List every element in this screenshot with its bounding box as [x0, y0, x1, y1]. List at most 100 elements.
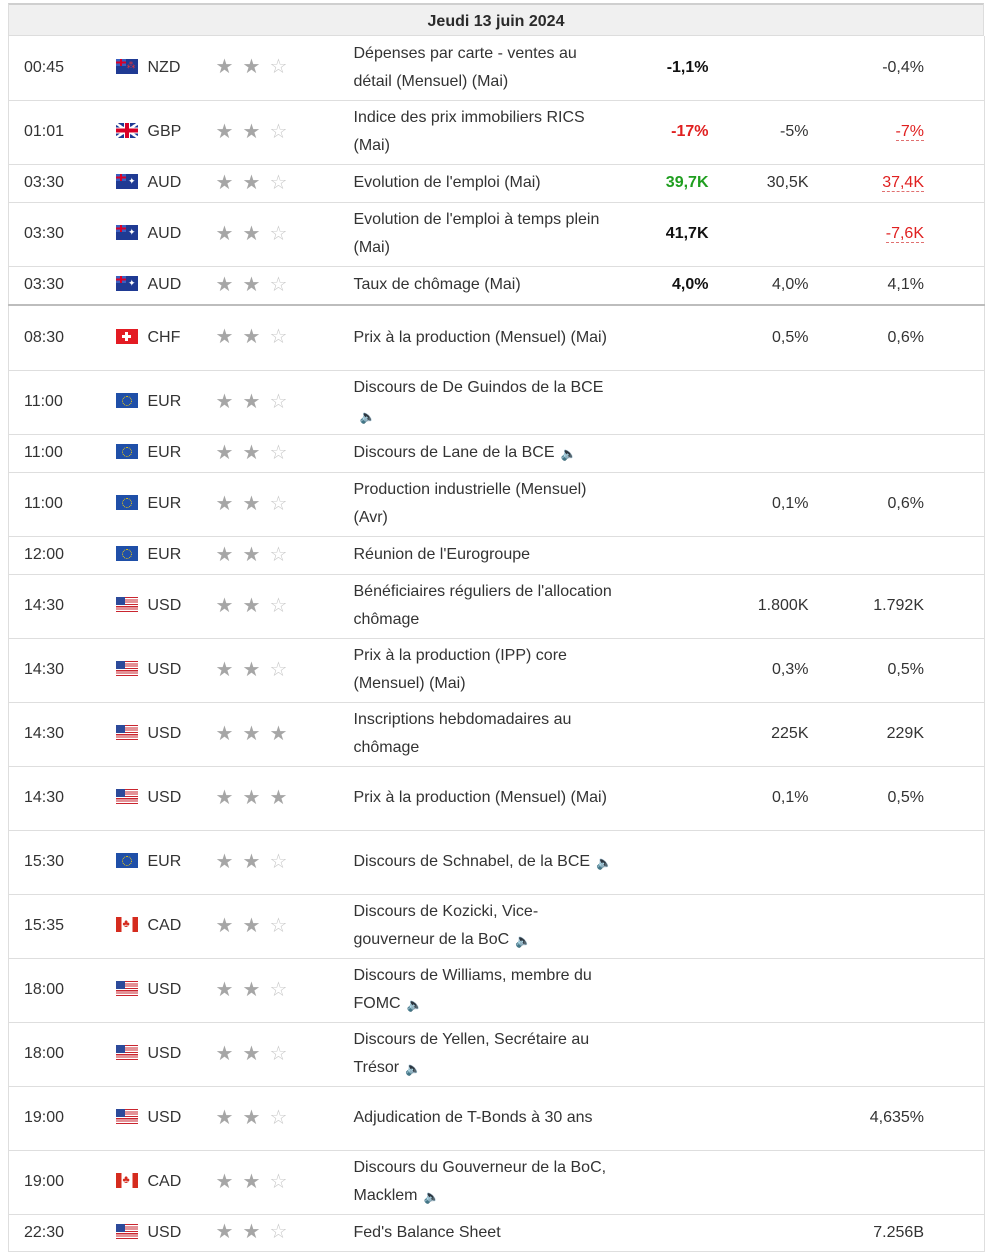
currency-code: GBP [147, 123, 182, 140]
event-row[interactable]: 18:00 USD ★ ★ ☆ Discours de Williams, membre … [8, 958, 985, 1023]
event-title[interactable]: Indice des prix immobiliers RICS (Mai) [353, 109, 585, 154]
event-row[interactable]: 11:00 EUR ★ ★ ☆ Discours de Lane de la BCE 🔈 [8, 434, 985, 473]
event-row[interactable]: 14:30 USD ★ ★ ★ Inscriptions hebdomadaires au… [8, 702, 985, 767]
speaker-icon[interactable]: 🔈 [560, 445, 577, 461]
event-time: 14:30 [8, 638, 116, 703]
star-filled-icon: ★ [242, 543, 261, 566]
star-filled-icon: ★ [242, 594, 261, 617]
actual-value [626, 434, 719, 473]
event-importance: ★ ★ ☆ [214, 1022, 354, 1087]
forecast-value [718, 958, 819, 1023]
speaker-icon[interactable]: 🔈 [359, 408, 376, 424]
event-title-cell[interactable]: Prix à la production (Mensuel) (Mai) [353, 766, 627, 831]
event-title[interactable]: Réunion de l'Eurogroupe [353, 546, 531, 563]
event-title[interactable]: Discours de Williams, membre du FOMC [353, 966, 592, 1012]
star-filled-icon: ★ [242, 914, 261, 937]
event-time: 11:00 [8, 472, 116, 537]
currency-code: USD [147, 661, 182, 678]
event-title-cell[interactable]: Fed's Balance Sheet [353, 1214, 627, 1252]
event-currency: AUD [115, 164, 215, 203]
event-row[interactable]: 19:00 CAD ★ ★ ☆ Discours du Gouverneur de la … [8, 1150, 985, 1215]
event-title[interactable]: Discours de Yellen, Secrétaire au Trésor [353, 1030, 590, 1076]
event-title[interactable]: Discours de Lane de la BCE [353, 443, 555, 461]
speaker-icon[interactable]: 🔈 [515, 932, 532, 948]
event-title-cell[interactable]: Dépenses par carte - ventes au détail (M… [353, 36, 627, 101]
previous-revised-value[interactable]: -7% [895, 123, 924, 141]
event-importance: ★ ★ ☆ [214, 536, 354, 575]
actual-value: -17% [626, 100, 719, 165]
event-title[interactable]: Prix à la production (Mensuel) (Mai) [353, 328, 607, 346]
event-title-cell[interactable]: Discours de Lane de la BCE 🔈 [353, 434, 627, 473]
event-title-cell[interactable]: Production industrielle (Mensuel) (Avr) [353, 472, 627, 537]
event-currency: EUR [115, 370, 215, 435]
previous-cell: 4,635% [818, 1086, 985, 1151]
event-title-cell[interactable]: Discours de Williams, membre du FOMC 🔈 [353, 958, 627, 1023]
event-title[interactable]: Evolution de l'emploi (Mai) [353, 174, 541, 191]
event-title[interactable]: Dépenses par carte - ventes au détail (M… [353, 44, 577, 90]
event-title-cell[interactable]: Bénéficiaires réguliers de l'allocation … [353, 574, 627, 639]
event-title[interactable]: Inscriptions hebdomadaires au chômage [353, 711, 572, 756]
event-row[interactable]: 14:30 USD ★ ★ ☆ Bénéficiaires réguliers de l'… [8, 574, 985, 639]
event-title-cell[interactable]: Discours de Kozicki, Vice-gouverneur de … [353, 894, 627, 959]
event-title[interactable]: Production industrielle (Mensuel) (Avr) [353, 481, 587, 526]
event-title[interactable]: Discours de De Guindos de la BCE [353, 378, 604, 396]
actual-value [626, 1150, 719, 1215]
event-row[interactable]: 11:00 EUR ★ ★ ☆ Discours de De Guindos de la … [8, 370, 985, 435]
event-row[interactable]: 14:30 USD ★ ★ ★ Prix à la production (Mensuel… [8, 766, 985, 831]
event-row[interactable]: 14:30 USD ★ ★ ☆ Prix à la production (IPP) co… [8, 638, 985, 703]
event-title-cell[interactable]: Discours de De Guindos de la BCE 🔈 [353, 370, 627, 435]
event-title[interactable]: Discours de Schnabel, de la BCE [353, 852, 591, 870]
event-title[interactable]: Prix à la production (IPP) core (Mensuel… [353, 647, 567, 692]
event-title-cell[interactable]: Discours de Schnabel, de la BCE 🔈 [353, 830, 627, 895]
event-title-cell[interactable]: Prix à la production (Mensuel) (Mai) [353, 305, 627, 371]
event-title[interactable]: Fed's Balance Sheet [353, 1223, 501, 1241]
event-currency: EUR [115, 472, 215, 537]
event-row[interactable]: 03:30 AUD ★ ★ ☆ Evolution de l'emploi (Mai) 39… [8, 164, 985, 203]
event-title-cell[interactable]: Inscriptions hebdomadaires au chômage [353, 702, 627, 767]
new-zealand-flag-icon [115, 58, 138, 74]
event-title[interactable]: Bénéficiaires réguliers de l'allocation … [353, 583, 612, 628]
speaker-icon[interactable]: 🔈 [405, 1060, 422, 1076]
previous-value: 229K [886, 725, 924, 742]
star-filled-icon: ★ [215, 914, 234, 937]
event-title-cell[interactable]: Indice des prix immobiliers RICS (Mai) [353, 100, 627, 165]
previous-revised-value[interactable]: 37,4K [882, 174, 924, 192]
event-title-cell[interactable]: Adjudication de T-Bonds à 30 ans [353, 1086, 627, 1151]
event-title[interactable]: Discours de Kozicki, Vice-gouverneur de … [353, 902, 539, 948]
event-row[interactable]: 03:30 AUD ★ ★ ☆ Evolution de l'emploi à temps… [8, 202, 985, 267]
event-row[interactable]: 12:00 EUR ★ ★ ☆ Réunion de l'Eurogroupe [8, 536, 985, 575]
speaker-icon[interactable]: 🔈 [406, 996, 423, 1012]
speaker-icon[interactable]: 🔈 [423, 1188, 440, 1204]
event-title-cell[interactable]: Prix à la production (IPP) core (Mensuel… [353, 638, 627, 703]
event-row[interactable]: 01:01 GBP ★ ★ ☆ Indice des prix immobiliers R… [8, 100, 985, 165]
event-title[interactable]: Taux de chômage (Mai) [353, 276, 521, 294]
star-filled-icon: ★ [215, 120, 234, 143]
event-title[interactable]: Discours du Gouverneur de la BoC, Mackle… [353, 1158, 607, 1204]
event-row[interactable]: 19:00 USD ★ ★ ☆ Adjudication de T-Bonds à 30 … [8, 1086, 985, 1151]
event-row[interactable]: 15:30 EUR ★ ★ ☆ Discours de Schnabel, de la B… [8, 830, 985, 895]
star-filled-icon: ★ [215, 978, 234, 1001]
event-title-cell[interactable]: Evolution de l'emploi (Mai) [353, 164, 627, 203]
event-title[interactable]: Adjudication de T-Bonds à 30 ans [353, 1109, 593, 1126]
event-title-cell[interactable]: Taux de chômage (Mai) [353, 266, 627, 306]
event-title-cell[interactable]: Evolution de l'emploi à temps plein (Mai… [353, 202, 627, 267]
event-importance: ★ ★ ☆ [214, 1086, 354, 1151]
event-title-cell[interactable]: Discours de Yellen, Secrétaire au Trésor… [353, 1022, 627, 1087]
event-row[interactable]: 08:30 CHF ★ ★ ☆ Prix à la production (Mensuel… [8, 305, 985, 371]
event-title[interactable]: Evolution de l'emploi à temps plein (Mai… [353, 211, 600, 256]
event-row[interactable]: 11:00 EUR ★ ★ ☆ Production industrielle (Mens… [8, 472, 985, 537]
speaker-icon[interactable]: 🔈 [596, 854, 613, 870]
event-time: 12:00 [8, 536, 116, 575]
previous-revised-value[interactable]: -7,6K [885, 225, 924, 243]
us-flag-icon [115, 661, 138, 676]
event-row[interactable]: 03:30 AUD ★ ★ ☆ Taux de chômage (Mai) 4,0%4,0%… [8, 266, 985, 306]
event-title-cell[interactable]: Discours du Gouverneur de la BoC, Mackle… [353, 1150, 627, 1215]
event-row[interactable]: 18:00 USD ★ ★ ☆ Discours de Yellen, Secrétair… [8, 1022, 985, 1087]
event-title-cell[interactable]: Réunion de l'Eurogroupe [353, 536, 627, 575]
actual-value [626, 638, 719, 703]
event-row[interactable]: 22:30 USD ★ ★ ☆ Fed's Balance Sheet 7.256B [8, 1214, 985, 1252]
currency-code: USD [147, 597, 182, 614]
event-title[interactable]: Prix à la production (Mensuel) (Mai) [353, 789, 607, 806]
event-row[interactable]: 15:35 CAD ★ ★ ☆ Discours de Kozicki, Vice-gou… [8, 894, 985, 959]
event-row[interactable]: 00:45 NZD ★ ★ ☆ Dépenses par carte - ventes a… [8, 36, 985, 101]
